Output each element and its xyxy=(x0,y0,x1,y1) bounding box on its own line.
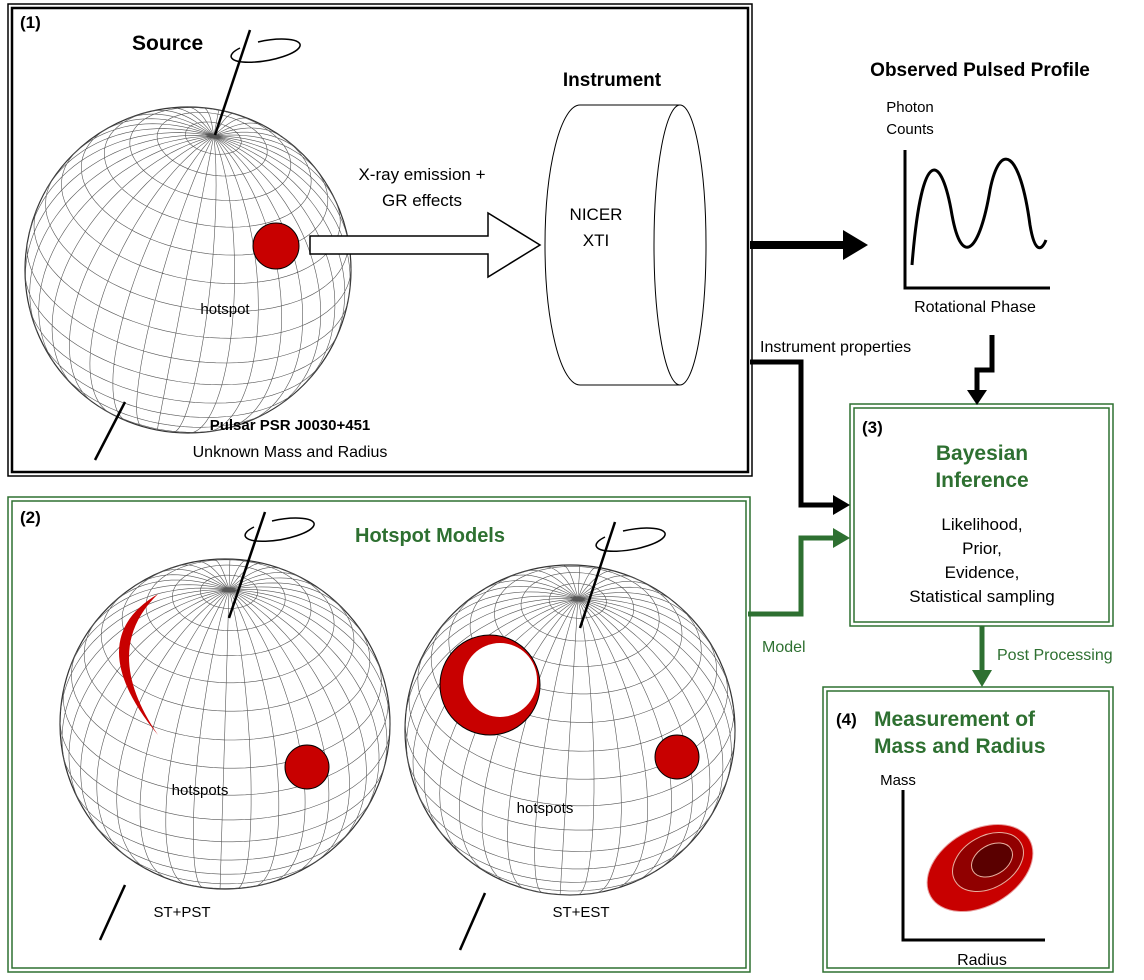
model-link xyxy=(748,535,835,617)
label: Rotational Phase xyxy=(914,299,1036,316)
label: Counts xyxy=(886,121,934,138)
label: Model xyxy=(762,639,806,656)
item: Likelihood, xyxy=(941,515,1022,534)
panel4-box xyxy=(822,686,1114,973)
panel-number: (3) xyxy=(862,418,883,437)
item: Prior, xyxy=(962,539,1002,558)
panel-number: (4) xyxy=(836,710,857,729)
label: hotspots xyxy=(517,800,574,817)
heading: Instrument xyxy=(563,70,662,91)
panel2-box xyxy=(7,496,751,973)
heading: Source xyxy=(132,32,203,55)
label: Radius xyxy=(957,952,1007,969)
hotspot xyxy=(284,744,330,790)
label: hotspot xyxy=(200,301,250,318)
heading: Mass and Radius xyxy=(874,735,1046,758)
arrow-head xyxy=(972,670,992,687)
heading: Measurement of xyxy=(874,708,1036,731)
crescent-hotspot xyxy=(119,594,158,735)
label: hotspots xyxy=(172,782,229,799)
heading: Inference xyxy=(935,469,1028,492)
heading: Bayesian xyxy=(936,442,1028,465)
label: Photon xyxy=(886,99,934,116)
panel4-box-inner xyxy=(826,690,1110,969)
label: Unknown Mass and Radius xyxy=(193,444,388,461)
arrow-head xyxy=(967,390,987,405)
label: Mass xyxy=(880,772,916,789)
item: Statistical sampling xyxy=(909,587,1055,606)
arrow-head xyxy=(833,528,850,548)
heading: Observed Pulsed Profile xyxy=(870,60,1090,81)
heading: Hotspot Models xyxy=(355,525,505,547)
label: GR effects xyxy=(382,191,462,210)
mr-axes xyxy=(901,790,1045,942)
cylinder xyxy=(544,104,680,386)
label: XTI xyxy=(583,231,609,250)
profile-to-inference xyxy=(974,335,995,392)
item: Evidence, xyxy=(945,563,1020,582)
label: Pulsar PSR J0030+451 xyxy=(210,417,371,434)
panel3-box-inner xyxy=(853,407,1110,623)
label: ST+EST xyxy=(552,904,609,921)
panel-number: (2) xyxy=(20,508,41,527)
spin-arrows xyxy=(230,38,666,552)
globe-grid xyxy=(25,106,352,434)
arrow-head xyxy=(843,230,868,260)
panel1-box-inner xyxy=(10,6,750,474)
emission-arrow xyxy=(309,211,542,279)
label: Instrument properties xyxy=(760,339,911,356)
arrow-head xyxy=(833,495,850,515)
panel1-box xyxy=(7,3,753,477)
rotation-axes xyxy=(93,29,617,951)
panel2-box-inner xyxy=(11,500,747,969)
hotspot xyxy=(252,222,300,270)
hotspot xyxy=(654,734,700,780)
cylinder-face xyxy=(653,104,707,386)
globe-grid xyxy=(59,559,391,889)
instrument-link xyxy=(750,359,835,508)
ring-hole xyxy=(463,643,537,717)
label: ST+PST xyxy=(153,904,210,921)
credible-region xyxy=(971,842,1013,878)
label: Post Processing xyxy=(997,647,1113,664)
profile-curve xyxy=(910,157,1048,266)
label: NICER xyxy=(570,205,623,224)
panel-number: (1) xyxy=(20,13,41,32)
label: X-ray emission + xyxy=(358,165,485,184)
profile-axes xyxy=(903,150,1050,290)
